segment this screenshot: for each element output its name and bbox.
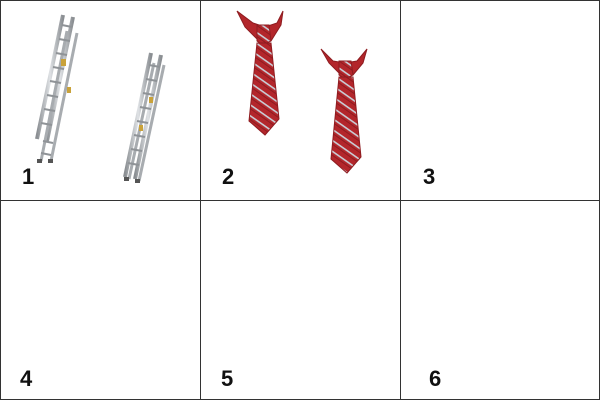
ladder-left [35,14,79,163]
necktie-right [320,48,368,174]
grid-cell-6: 6 [401,201,599,399]
neckties-pair-picture [236,10,368,174]
cell-number-1: 1 [22,164,35,189]
cell-number-3: 3 [423,164,436,189]
ladder-right [123,52,166,183]
ladders-pair-picture [35,14,166,183]
cell-number-6: 6 [429,366,442,391]
cell-number-2: 2 [222,164,235,189]
grid-cell-2: 2 [201,1,400,200]
necktie-left [236,10,284,136]
grid-cell-3: 3 [401,1,599,200]
cell-number-5: 5 [221,366,234,391]
grid-divider-horizontal [1,200,599,201]
grid-cell-4: 4 [1,201,200,399]
grid-cell-5: 5 [201,201,400,399]
cell-number-4: 4 [20,366,33,391]
grid-cell-1: 1 [1,1,200,200]
